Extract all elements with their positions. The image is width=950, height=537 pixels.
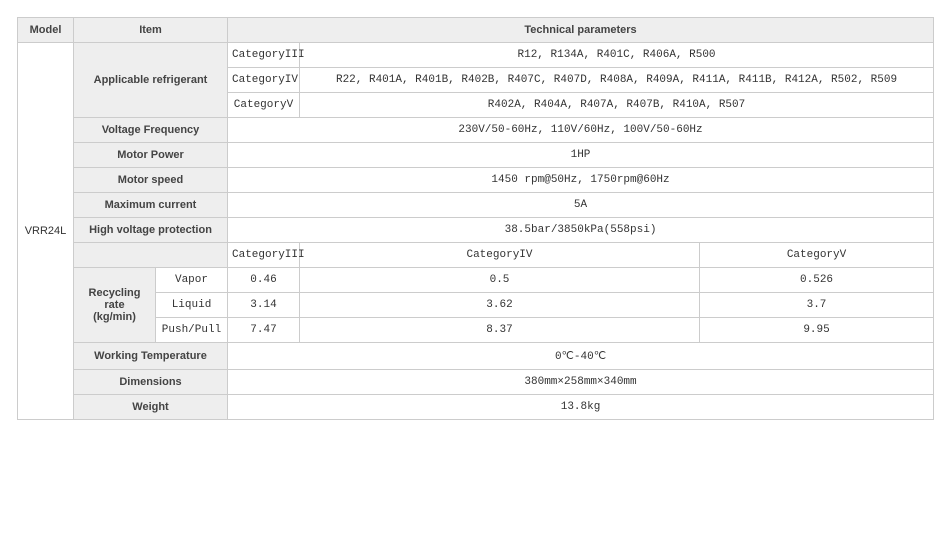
table-header-row: Model Item Technical parameters — [18, 18, 934, 43]
label-recycling-rate: Recycling rate (kg/min) — [74, 268, 156, 343]
label-voltage-frequency: Voltage Frequency — [74, 118, 228, 143]
row-recycling-liquid: Liquid 3.14 3.62 3.7 — [18, 293, 934, 318]
header-tech-params: Technical parameters — [228, 18, 934, 43]
label-liquid: Liquid — [156, 293, 228, 318]
row-max-current: Maximum current 5A — [18, 193, 934, 218]
pushpull-c4: 8.37 — [300, 318, 700, 343]
value-motor-power: 1HP — [228, 143, 934, 168]
value-max-current: 5A — [228, 193, 934, 218]
label-working-temp: Working Temperature — [74, 343, 228, 370]
header-model: Model — [18, 18, 74, 43]
label-applicable-refrigerant: Applicable refrigerant — [74, 43, 228, 118]
header-item: Item — [74, 18, 228, 43]
liquid-c4: 3.62 — [300, 293, 700, 318]
model-value: VRR24L — [18, 43, 74, 420]
spec-table: Model Item Technical parameters VRR24L A… — [17, 17, 934, 420]
label-motor-power: Motor Power — [74, 143, 228, 168]
row-hv-protection: High voltage protection 38.5bar/3850kPa(… — [18, 218, 934, 243]
label-motor-speed: Motor speed — [74, 168, 228, 193]
vapor-c5: 0.526 — [700, 268, 934, 293]
pushpull-c3: 7.47 — [228, 318, 300, 343]
label-hv-protection: High voltage protection — [74, 218, 228, 243]
value-dimensions: 380mm×258mm×340mm — [228, 370, 934, 395]
label-dimensions: Dimensions — [74, 370, 228, 395]
label-vapor: Vapor — [156, 268, 228, 293]
row-motor-speed: Motor speed 1450 rpm@50Hz, 1750rpm@60Hz — [18, 168, 934, 193]
label-cat4: CategoryIV — [228, 68, 300, 93]
label-max-current: Maximum current — [74, 193, 228, 218]
value-voltage-frequency: 230V/50-60Hz, 110V/60Hz, 100V/50-60Hz — [228, 118, 934, 143]
liquid-c3: 3.14 — [228, 293, 300, 318]
row-motor-power: Motor Power 1HP — [18, 143, 934, 168]
pushpull-c5: 9.95 — [700, 318, 934, 343]
label-recycling-rate-1: Recycling rate — [89, 287, 141, 311]
row-recycling-pushpull: Push/Pull 7.47 8.37 9.95 — [18, 318, 934, 343]
label-weight: Weight — [74, 395, 228, 420]
recycling-cat3: CategoryIII — [228, 243, 300, 268]
label-recycling-rate-2: (kg/min) — [93, 311, 136, 323]
vapor-c4: 0.5 — [300, 268, 700, 293]
value-weight: 13.8kg — [228, 395, 934, 420]
label-cat5: CategoryV — [228, 93, 300, 118]
blank-recycling-header — [74, 243, 228, 268]
row-working-temp: Working Temperature 0℃-40℃ — [18, 343, 934, 370]
value-refrigerant-cat4: R22, R401A, R401B, R402B, R407C, R407D, … — [300, 68, 934, 93]
row-recycling-header: CategoryIII CategoryIV CategoryV — [18, 243, 934, 268]
label-pushpull: Push/Pull — [156, 318, 228, 343]
label-cat3: CategoryIII — [228, 43, 300, 68]
value-refrigerant-cat5: R402A, R404A, R407A, R407B, R410A, R507 — [300, 93, 934, 118]
row-recycling-vapor: Recycling rate (kg/min) Vapor 0.46 0.5 0… — [18, 268, 934, 293]
vapor-c3: 0.46 — [228, 268, 300, 293]
liquid-c5: 3.7 — [700, 293, 934, 318]
recycling-cat4: CategoryIV — [300, 243, 700, 268]
row-refrigerant-cat3: VRR24L Applicable refrigerant CategoryII… — [18, 43, 934, 68]
value-motor-speed: 1450 rpm@50Hz, 1750rpm@60Hz — [228, 168, 934, 193]
row-dimensions: Dimensions 380mm×258mm×340mm — [18, 370, 934, 395]
value-working-temp: 0℃-40℃ — [228, 343, 934, 370]
value-refrigerant-cat3: R12, R134A, R401C, R406A, R500 — [300, 43, 934, 68]
recycling-cat5: CategoryV — [700, 243, 934, 268]
row-voltage-frequency: Voltage Frequency 230V/50-60Hz, 110V/60H… — [18, 118, 934, 143]
row-weight: Weight 13.8kg — [18, 395, 934, 420]
value-hv-protection: 38.5bar/3850kPa(558psi) — [228, 218, 934, 243]
